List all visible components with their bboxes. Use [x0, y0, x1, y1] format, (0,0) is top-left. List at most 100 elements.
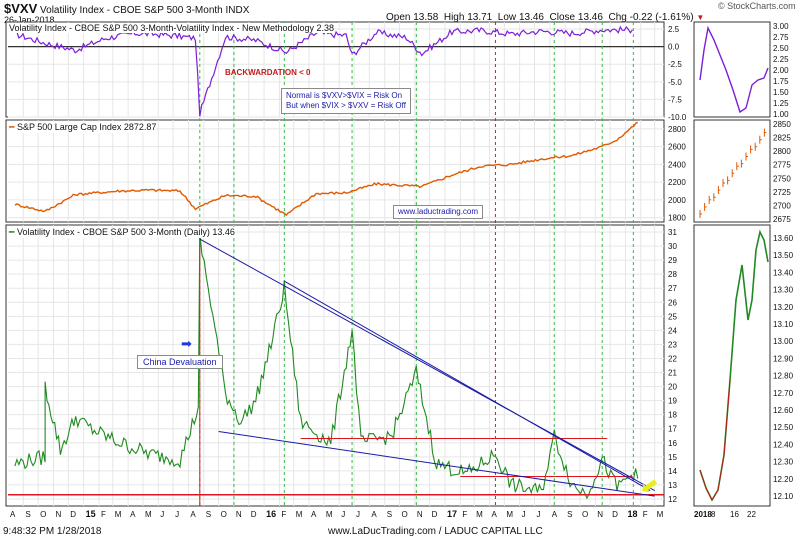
side-y-tick-label: 13.20	[773, 303, 794, 312]
y-tick-label: -7.5	[668, 95, 682, 104]
y-tick-label: 2200	[668, 178, 686, 187]
close-value: 13.46	[577, 12, 603, 23]
chart-header: $VXV Volatility Index - CBOE S&P 500 3-M…	[4, 1, 249, 16]
x-tick-label: M	[506, 510, 513, 519]
low-label: Low	[497, 12, 517, 23]
x-tick-label: O	[40, 510, 46, 519]
series-layer	[8, 25, 769, 502]
x-tick-label: 16	[266, 509, 276, 519]
x-tick-label: 15	[86, 509, 96, 519]
y-tick-label: 20	[668, 383, 677, 392]
x-tick-label: M	[657, 510, 664, 519]
series-line-2	[14, 121, 639, 217]
x-tick-label: N	[55, 510, 61, 519]
x-tick-label: F	[643, 510, 648, 519]
side-y-tick-label: 12.60	[773, 406, 794, 415]
side-y-tick-label: 13.60	[773, 234, 794, 243]
side-y-tick-label: 1.00	[773, 110, 789, 119]
ticker-name: Volatility Index - CBOE S&P 500 3-Month	[40, 5, 223, 16]
y-tick-label: 19	[668, 397, 677, 406]
side-x-tick-label: 22	[747, 510, 756, 519]
source-credit: © StockCharts.com	[718, 1, 796, 11]
x-tick-label: S	[567, 510, 572, 519]
side-y-tick-label: 2700	[773, 201, 791, 210]
side-y-tick-label: 1.75	[773, 77, 789, 86]
open-label: Open	[386, 12, 411, 23]
x-tick-label: D	[612, 510, 618, 519]
side-y-tick-label: 2750	[773, 174, 791, 183]
x-tick-label: M	[326, 510, 333, 519]
y-tick-label: -2.5	[668, 60, 682, 69]
y-tick-label: 2600	[668, 143, 686, 152]
spx-legend-swatch: ━	[9, 122, 15, 132]
side-y-tick-label: 2825	[773, 134, 791, 143]
chart-date: 26-Jan-2018	[4, 15, 55, 25]
x-tick-label: 17	[447, 509, 457, 519]
x-tick-label: O	[221, 510, 227, 519]
y-tick-label: 15	[668, 453, 677, 462]
y-tick-label: 12	[668, 495, 677, 504]
x-tick-label: A	[371, 510, 377, 519]
panel2-title-text: S&P 500 Large Cap Index 2872.87	[16, 122, 157, 132]
watermark-box: www.laductrading.com	[393, 205, 484, 219]
y-tick-label: -10.0	[668, 113, 687, 122]
y-tick-label: 21	[668, 369, 677, 378]
side-series-ratio	[699, 25, 769, 114]
x-tick-label: F	[101, 510, 106, 519]
x-tick-label: S	[206, 510, 211, 519]
side-y-tick-label: 12.30	[773, 458, 794, 467]
x-tick-label: N	[236, 510, 242, 519]
x-tick-label: M	[296, 510, 303, 519]
y-tick-label: 22	[668, 354, 677, 363]
side-y-tick-label: 2.75	[773, 33, 789, 42]
side-y-tick-label: 2.50	[773, 44, 789, 53]
side-y-tick-label: 1.25	[773, 99, 789, 108]
y-tick-label: 2400	[668, 160, 686, 169]
side-panel3-frame	[693, 224, 771, 507]
y-tick-label: 27	[668, 284, 677, 293]
x-tick-label: M	[145, 510, 152, 519]
y-tick-label: 14	[668, 467, 677, 476]
side-series-vxv-red	[699, 379, 731, 502]
y-tick-label: -5.0	[668, 78, 682, 87]
side-y-tick-label: 2675	[773, 215, 791, 224]
footer: 9:48:32 PM 1/28/2018 www.LaDucTrading.co…	[0, 521, 811, 541]
side-y-tick-label: 2775	[773, 161, 791, 170]
y-tick-label: 2000	[668, 196, 686, 205]
tick-labels: 2.5 0.0 -2.5 -5.0 -7.5 -10.0 2800 2600 2400 2200 2…	[10, 22, 794, 519]
chg-value: -0.22 (-1.61%)	[629, 12, 694, 23]
side-y-tick-label: 13.30	[773, 286, 794, 295]
risk-note-line2: But when $VIX > $VXV = Risk Off	[286, 101, 406, 110]
y-tick-label: 31	[668, 228, 677, 237]
x-tick-label: A	[10, 510, 16, 519]
y-tick-label: 16	[668, 439, 677, 448]
side-y-tick-label: 12.10	[773, 492, 794, 501]
x-tick-label: O	[582, 510, 588, 519]
trendline-lower	[218, 431, 655, 497]
x-tick-label: J	[522, 510, 526, 519]
y-tick-label: 18	[668, 411, 677, 420]
side-y-tick-label: 2725	[773, 188, 791, 197]
x-tick-label: J	[341, 510, 345, 519]
x-tick-label: J	[160, 510, 164, 519]
trendline-upper	[199, 238, 655, 491]
risk-note-line1: Normal is $VXV>$VIX = Risk On	[286, 91, 403, 100]
side-y-tick-label: 12.40	[773, 440, 794, 449]
y-tick-label: 29	[668, 256, 677, 265]
x-tick-label: D	[70, 510, 76, 519]
open-value: 13.58	[413, 12, 439, 23]
y-tick-label: 30	[668, 242, 677, 251]
side-y-tick-label: 12.90	[773, 354, 794, 363]
y-tick-label: 25	[668, 312, 677, 321]
panel1-title: Volatility Index - CBOE S&P 500 3-Month-…	[9, 23, 335, 33]
ohlc-readout: Open 13.58 High 13.71 Low 13.46 Close 13…	[386, 12, 704, 23]
y-tick-label: 0.0	[668, 43, 680, 52]
ticker-exchange: INDX	[225, 5, 250, 16]
right-arrow-icon: ➡	[181, 336, 192, 351]
side-y-tick-label: 2850	[773, 120, 791, 129]
down-triangle-icon: ▼	[696, 13, 705, 22]
side-y-tick-label: 13.40	[773, 268, 794, 277]
side-y-tick-label: 2.00	[773, 66, 789, 75]
x-tick-label: N	[417, 510, 423, 519]
